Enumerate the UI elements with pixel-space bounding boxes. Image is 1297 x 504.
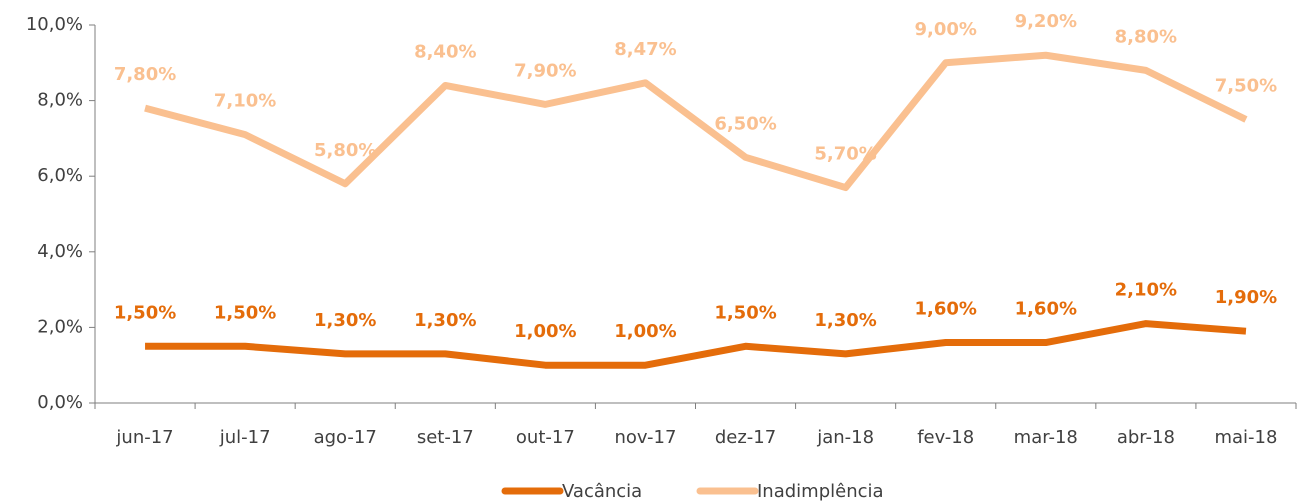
data-label: 9,20%: [1015, 11, 1077, 32]
x-tick-label: nov-17: [614, 427, 676, 448]
data-label: 1,60%: [1015, 299, 1077, 320]
data-label: 1,00%: [614, 321, 676, 342]
x-tick-label: fev-18: [917, 427, 974, 448]
y-tick-label: 6,0%: [37, 165, 83, 186]
data-label: 7,50%: [1215, 76, 1277, 97]
x-tick-label: jan-18: [816, 427, 874, 448]
data-label: 5,70%: [814, 144, 876, 165]
x-tick-label: ago-17: [314, 427, 377, 448]
x-tick-label: jul-17: [219, 427, 271, 448]
y-tick-label: 10,0%: [26, 14, 83, 35]
x-tick-label: mai-18: [1214, 427, 1277, 448]
data-label: 9,00%: [914, 19, 976, 40]
data-label: 1,50%: [114, 302, 176, 323]
x-tick-label: abr-18: [1117, 427, 1175, 448]
legend-label: Vacância: [562, 481, 642, 502]
data-label: 1,90%: [1215, 287, 1277, 308]
y-tick-label: 0,0%: [37, 392, 83, 413]
data-label: 1,00%: [514, 321, 576, 342]
data-label: 2,10%: [1115, 280, 1177, 301]
data-label: 6,50%: [714, 113, 776, 134]
legend-label: Inadimplência: [757, 481, 884, 502]
data-label: 5,80%: [314, 140, 376, 161]
data-label: 1,50%: [214, 302, 276, 323]
series-line: [145, 320, 1247, 369]
y-tick-label: 2,0%: [37, 316, 83, 337]
series-line: [144, 51, 1248, 192]
data-label: 7,80%: [114, 64, 176, 85]
y-tick-label: 4,0%: [37, 241, 83, 262]
data-label: 7,90%: [514, 60, 576, 81]
data-label: 1,30%: [314, 310, 376, 331]
data-label: 1,50%: [714, 302, 776, 323]
data-label: 8,47%: [614, 39, 676, 60]
x-tick-label: mar-18: [1014, 427, 1078, 448]
data-label: 1,30%: [814, 310, 876, 331]
x-tick-label: set-17: [417, 427, 474, 448]
data-label: 8,40%: [414, 41, 476, 62]
x-tick-label: jun-17: [115, 427, 173, 448]
data-label: 8,80%: [1115, 26, 1177, 47]
data-label: 1,60%: [914, 299, 976, 320]
x-tick-label: out-17: [516, 427, 575, 448]
x-tick-label: dez-17: [715, 427, 776, 448]
data-label: 1,30%: [414, 310, 476, 331]
data-label: 7,10%: [214, 91, 276, 112]
y-tick-label: 8,0%: [37, 90, 83, 111]
